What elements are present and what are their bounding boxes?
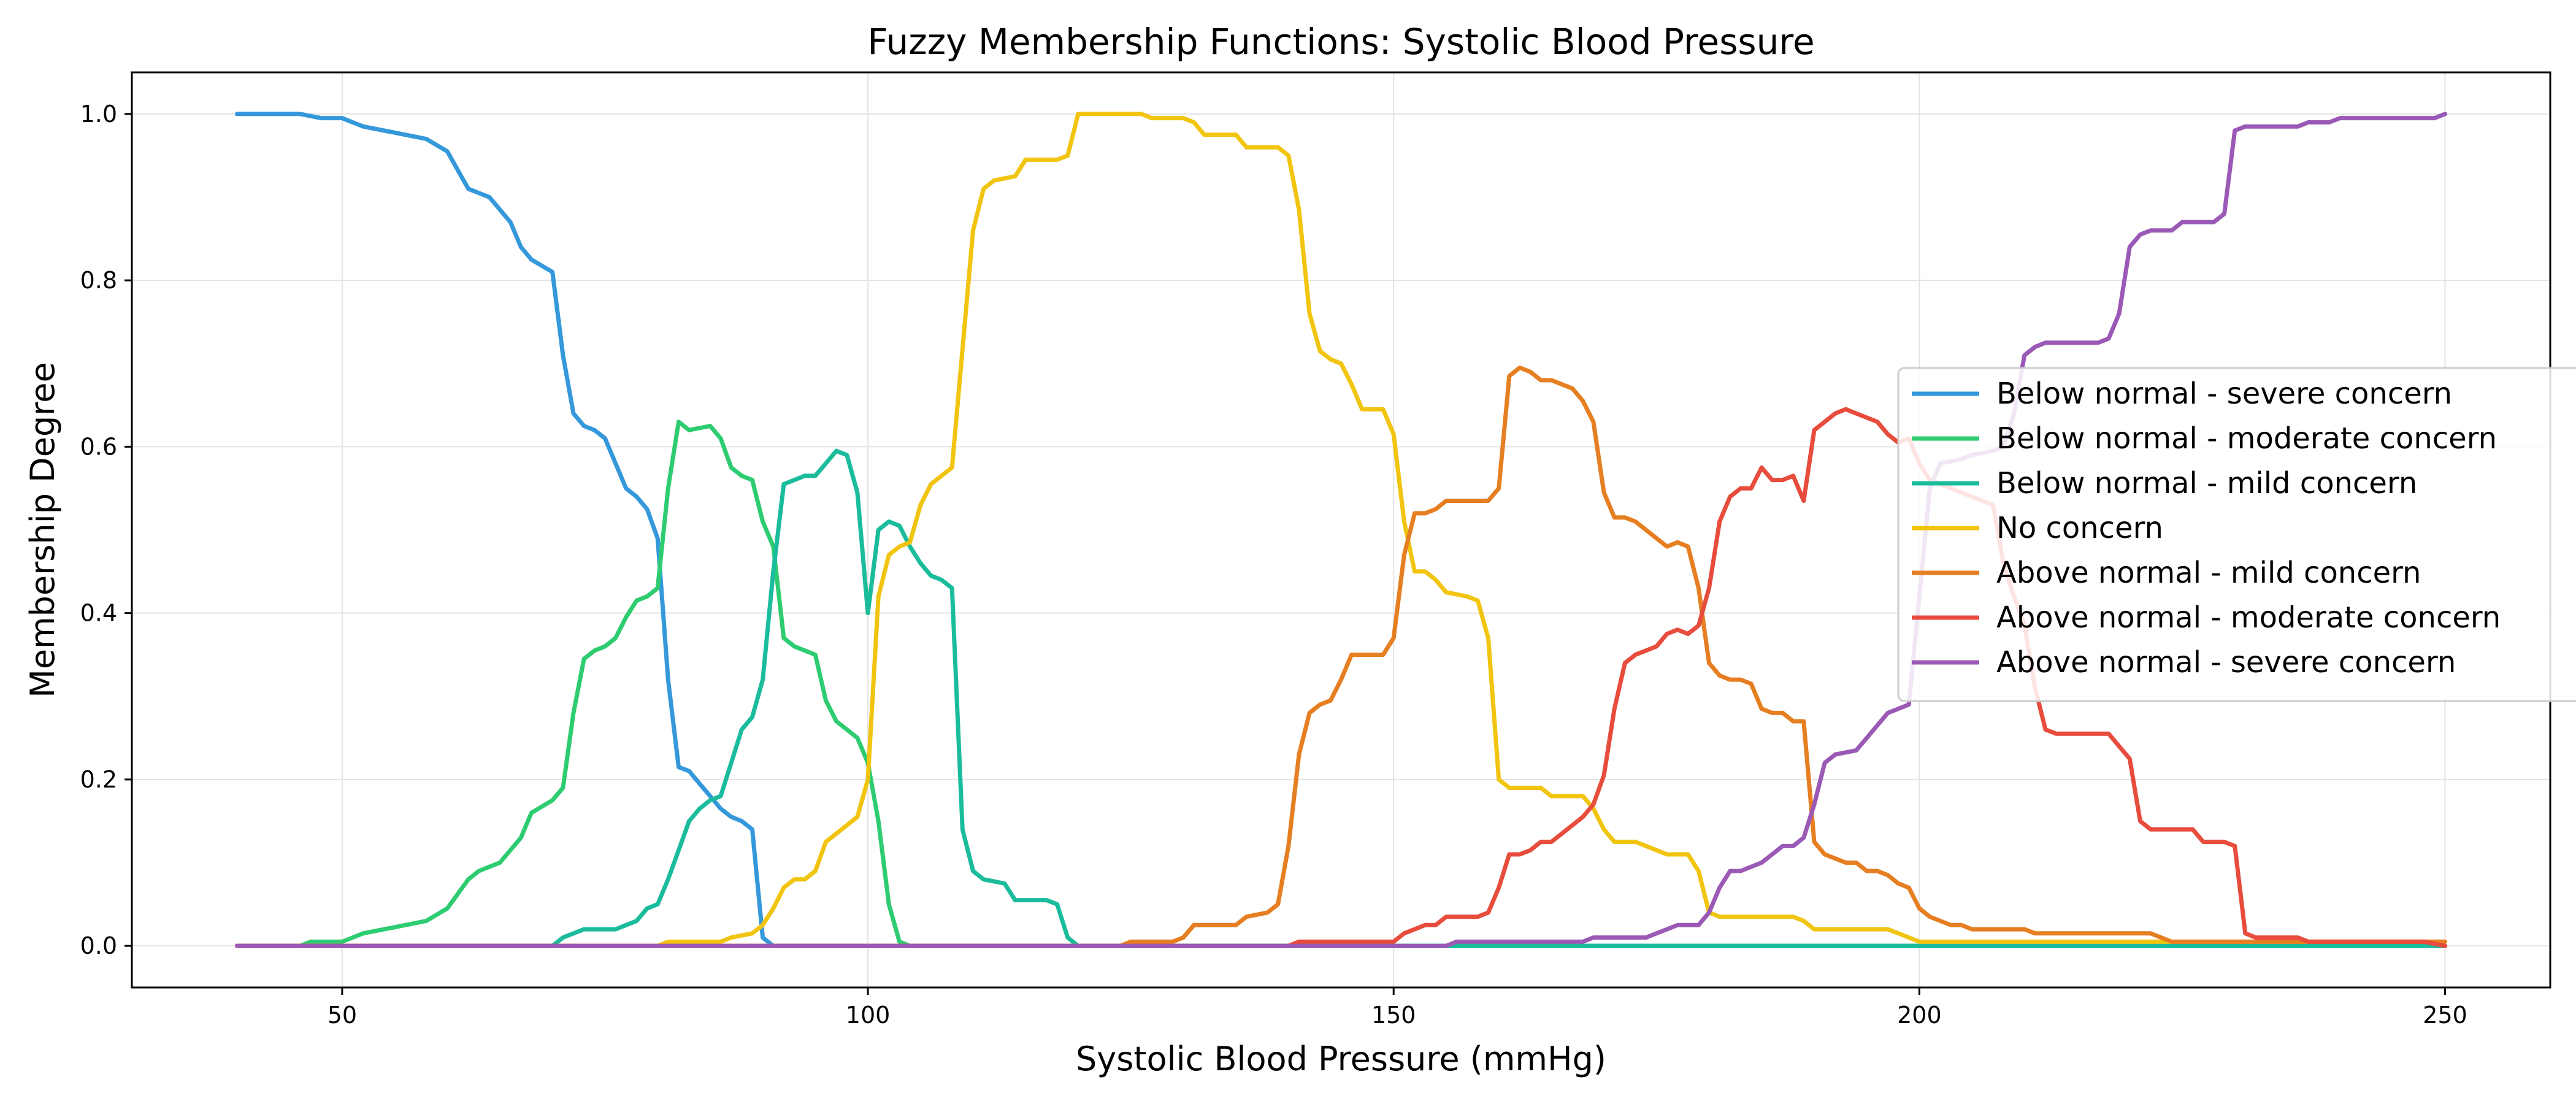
series-line-4 <box>234 112 2448 948</box>
x-tick-label: 50 <box>328 1002 357 1029</box>
series-line-2 <box>234 420 2448 948</box>
legend-entry-label: Above normal - mild concern <box>1996 556 2421 590</box>
y-tick-label: 0.4 <box>80 600 117 627</box>
y-tick-label: 0.2 <box>80 766 117 793</box>
y-tick-label: 0.6 <box>80 433 117 460</box>
y-tick-label: 1.0 <box>80 101 117 128</box>
legend-entry-label: Above normal - moderate concern <box>1996 600 2501 635</box>
series-line-3 <box>234 448 2448 948</box>
axis-ticks: 50 100 150 200 250 0.0 0.2 0.4 0.6 0.8 1.0 <box>80 101 2467 1029</box>
legend-entry-label: Below normal - mild concern <box>1996 466 2417 500</box>
x-tick-label: 250 <box>2423 1002 2467 1029</box>
chart-title: Fuzzy Membership Functions: Systolic Blo… <box>867 21 1814 63</box>
legend-entry-label: No concern <box>1996 511 2163 545</box>
y-axis-label: Membership Degree <box>23 362 62 697</box>
x-tick-label: 100 <box>846 1002 891 1029</box>
legend-entry-label: Below normal - moderate concern <box>1996 421 2497 456</box>
y-tick-label: 0.0 <box>80 932 117 959</box>
series-line-6 <box>234 407 2448 948</box>
x-axis-label: Systolic Blood Pressure (mmHg) <box>1076 1040 1606 1078</box>
legend: Below normal - severe concern Below norma… <box>1897 367 2576 702</box>
series-line-5 <box>234 366 2448 948</box>
x-tick-label: 200 <box>1897 1002 1942 1029</box>
y-tick-label: 0.8 <box>80 267 117 294</box>
legend-entry-label: Below normal - severe concern <box>1996 377 2452 411</box>
series-line-1 <box>234 112 2448 948</box>
legend-box <box>1897 367 2576 702</box>
legend-entry-label: Above normal - severe concern <box>1996 645 2456 680</box>
x-tick-label: 150 <box>1371 1002 1416 1029</box>
